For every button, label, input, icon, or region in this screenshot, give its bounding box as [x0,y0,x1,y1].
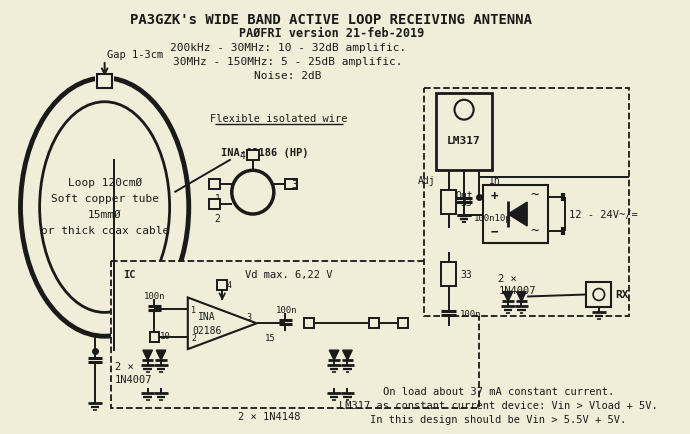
Bar [483,186,548,243]
Text: ~: ~ [531,224,539,238]
Text: −: − [491,225,498,238]
Circle shape [593,289,604,301]
Polygon shape [156,350,166,360]
Bar [441,262,456,286]
Bar [586,282,611,308]
Circle shape [232,171,274,214]
Text: 4: 4 [227,280,232,289]
Text: 4: 4 [239,151,245,161]
Text: +: + [491,189,498,202]
Text: Loop 120cmØ: Loop 120cmØ [68,178,141,188]
Bar [209,200,220,210]
Polygon shape [329,350,339,360]
Text: 1: 1 [215,194,220,204]
Bar [111,261,480,408]
Ellipse shape [21,79,189,336]
Text: INA: INA [198,312,216,322]
Bar [247,151,259,161]
Text: 02186: 02186 [193,326,221,335]
Text: 100n: 100n [144,291,165,300]
Text: Out: Out [455,191,473,201]
Bar [97,75,112,89]
Text: 12 - 24V~/=: 12 - 24V~/= [569,210,638,220]
Text: Flexible isolated wire: Flexible isolated wire [210,113,347,123]
Text: 1: 1 [191,305,196,314]
Bar [436,94,492,171]
Text: 2 ×: 2 × [498,273,518,283]
Text: PA3GZK's WIDE BAND ACTIVE LOOP RECEIVING ANTENNA: PA3GZK's WIDE BAND ACTIVE LOOP RECEIVING… [130,13,532,27]
Text: PAØFRI version 21-feb-2019: PAØFRI version 21-feb-2019 [239,27,424,40]
Text: 2 ×: 2 × [115,361,134,371]
Text: 2 × 1N4148: 2 × 1N4148 [238,411,300,421]
Text: LM317: LM317 [447,136,481,146]
Text: 30MHz - 150MHz: 5 - 25dB amplific.: 30MHz - 150MHz: 5 - 25dB amplific. [173,57,403,67]
Polygon shape [343,350,352,360]
Text: 3: 3 [246,312,251,321]
Text: IC: IC [123,269,135,279]
Bar [209,180,220,190]
Text: Vd max. 6,22 V: Vd max. 6,22 V [245,269,333,279]
Polygon shape [143,350,152,360]
Bar [369,319,379,329]
Text: Adj: Adj [417,176,435,186]
Text: 15: 15 [265,333,276,342]
Text: INA-02186 (HP): INA-02186 (HP) [221,148,308,158]
Ellipse shape [39,102,170,312]
Polygon shape [503,292,513,302]
Bar [304,319,314,329]
Text: Gap 1-3cm: Gap 1-3cm [108,50,164,60]
Bar [424,89,629,317]
Bar [441,191,456,214]
Text: In this design should be Vin > 5.5V + 5V.: In this design should be Vin > 5.5V + 5V… [371,414,627,424]
Text: ~: ~ [531,189,539,203]
Circle shape [455,101,473,120]
Text: 100n: 100n [460,309,482,318]
Text: Soft copper tube: Soft copper tube [50,194,159,204]
Bar [285,180,297,190]
Bar [217,280,227,290]
Bar [150,332,159,342]
Polygon shape [517,292,526,302]
Bar [398,319,408,329]
Text: 1N4007: 1N4007 [498,285,536,295]
Polygon shape [188,298,257,349]
Text: 3: 3 [291,180,297,190]
Polygon shape [508,203,527,227]
Text: 200kHz - 30MHz: 10 - 32dB amplific.: 200kHz - 30MHz: 10 - 32dB amplific. [170,43,406,53]
Text: 1N4007: 1N4007 [115,374,152,384]
Text: On load about 37 mA constant current.: On load about 37 mA constant current. [383,386,614,396]
Text: RX: RX [615,290,629,300]
Text: 10: 10 [160,331,171,340]
Text: 33: 33 [460,197,472,207]
Text: In: In [489,176,501,186]
Text: 33: 33 [460,269,472,279]
Text: 2: 2 [215,214,220,224]
Text: or thick coax cable: or thick coax cable [41,225,169,235]
Text: 100n: 100n [275,305,297,314]
Text: Noise: 2dB: Noise: 2dB [255,71,322,81]
Bar [95,73,114,91]
Text: LM317 as constant current device: Vin > Vload + 5V.: LM317 as constant current device: Vin > … [339,400,658,410]
Text: 15mmØ: 15mmØ [88,210,121,220]
Text: 2: 2 [191,333,196,342]
Text: 100n10μ: 100n10μ [473,214,511,223]
